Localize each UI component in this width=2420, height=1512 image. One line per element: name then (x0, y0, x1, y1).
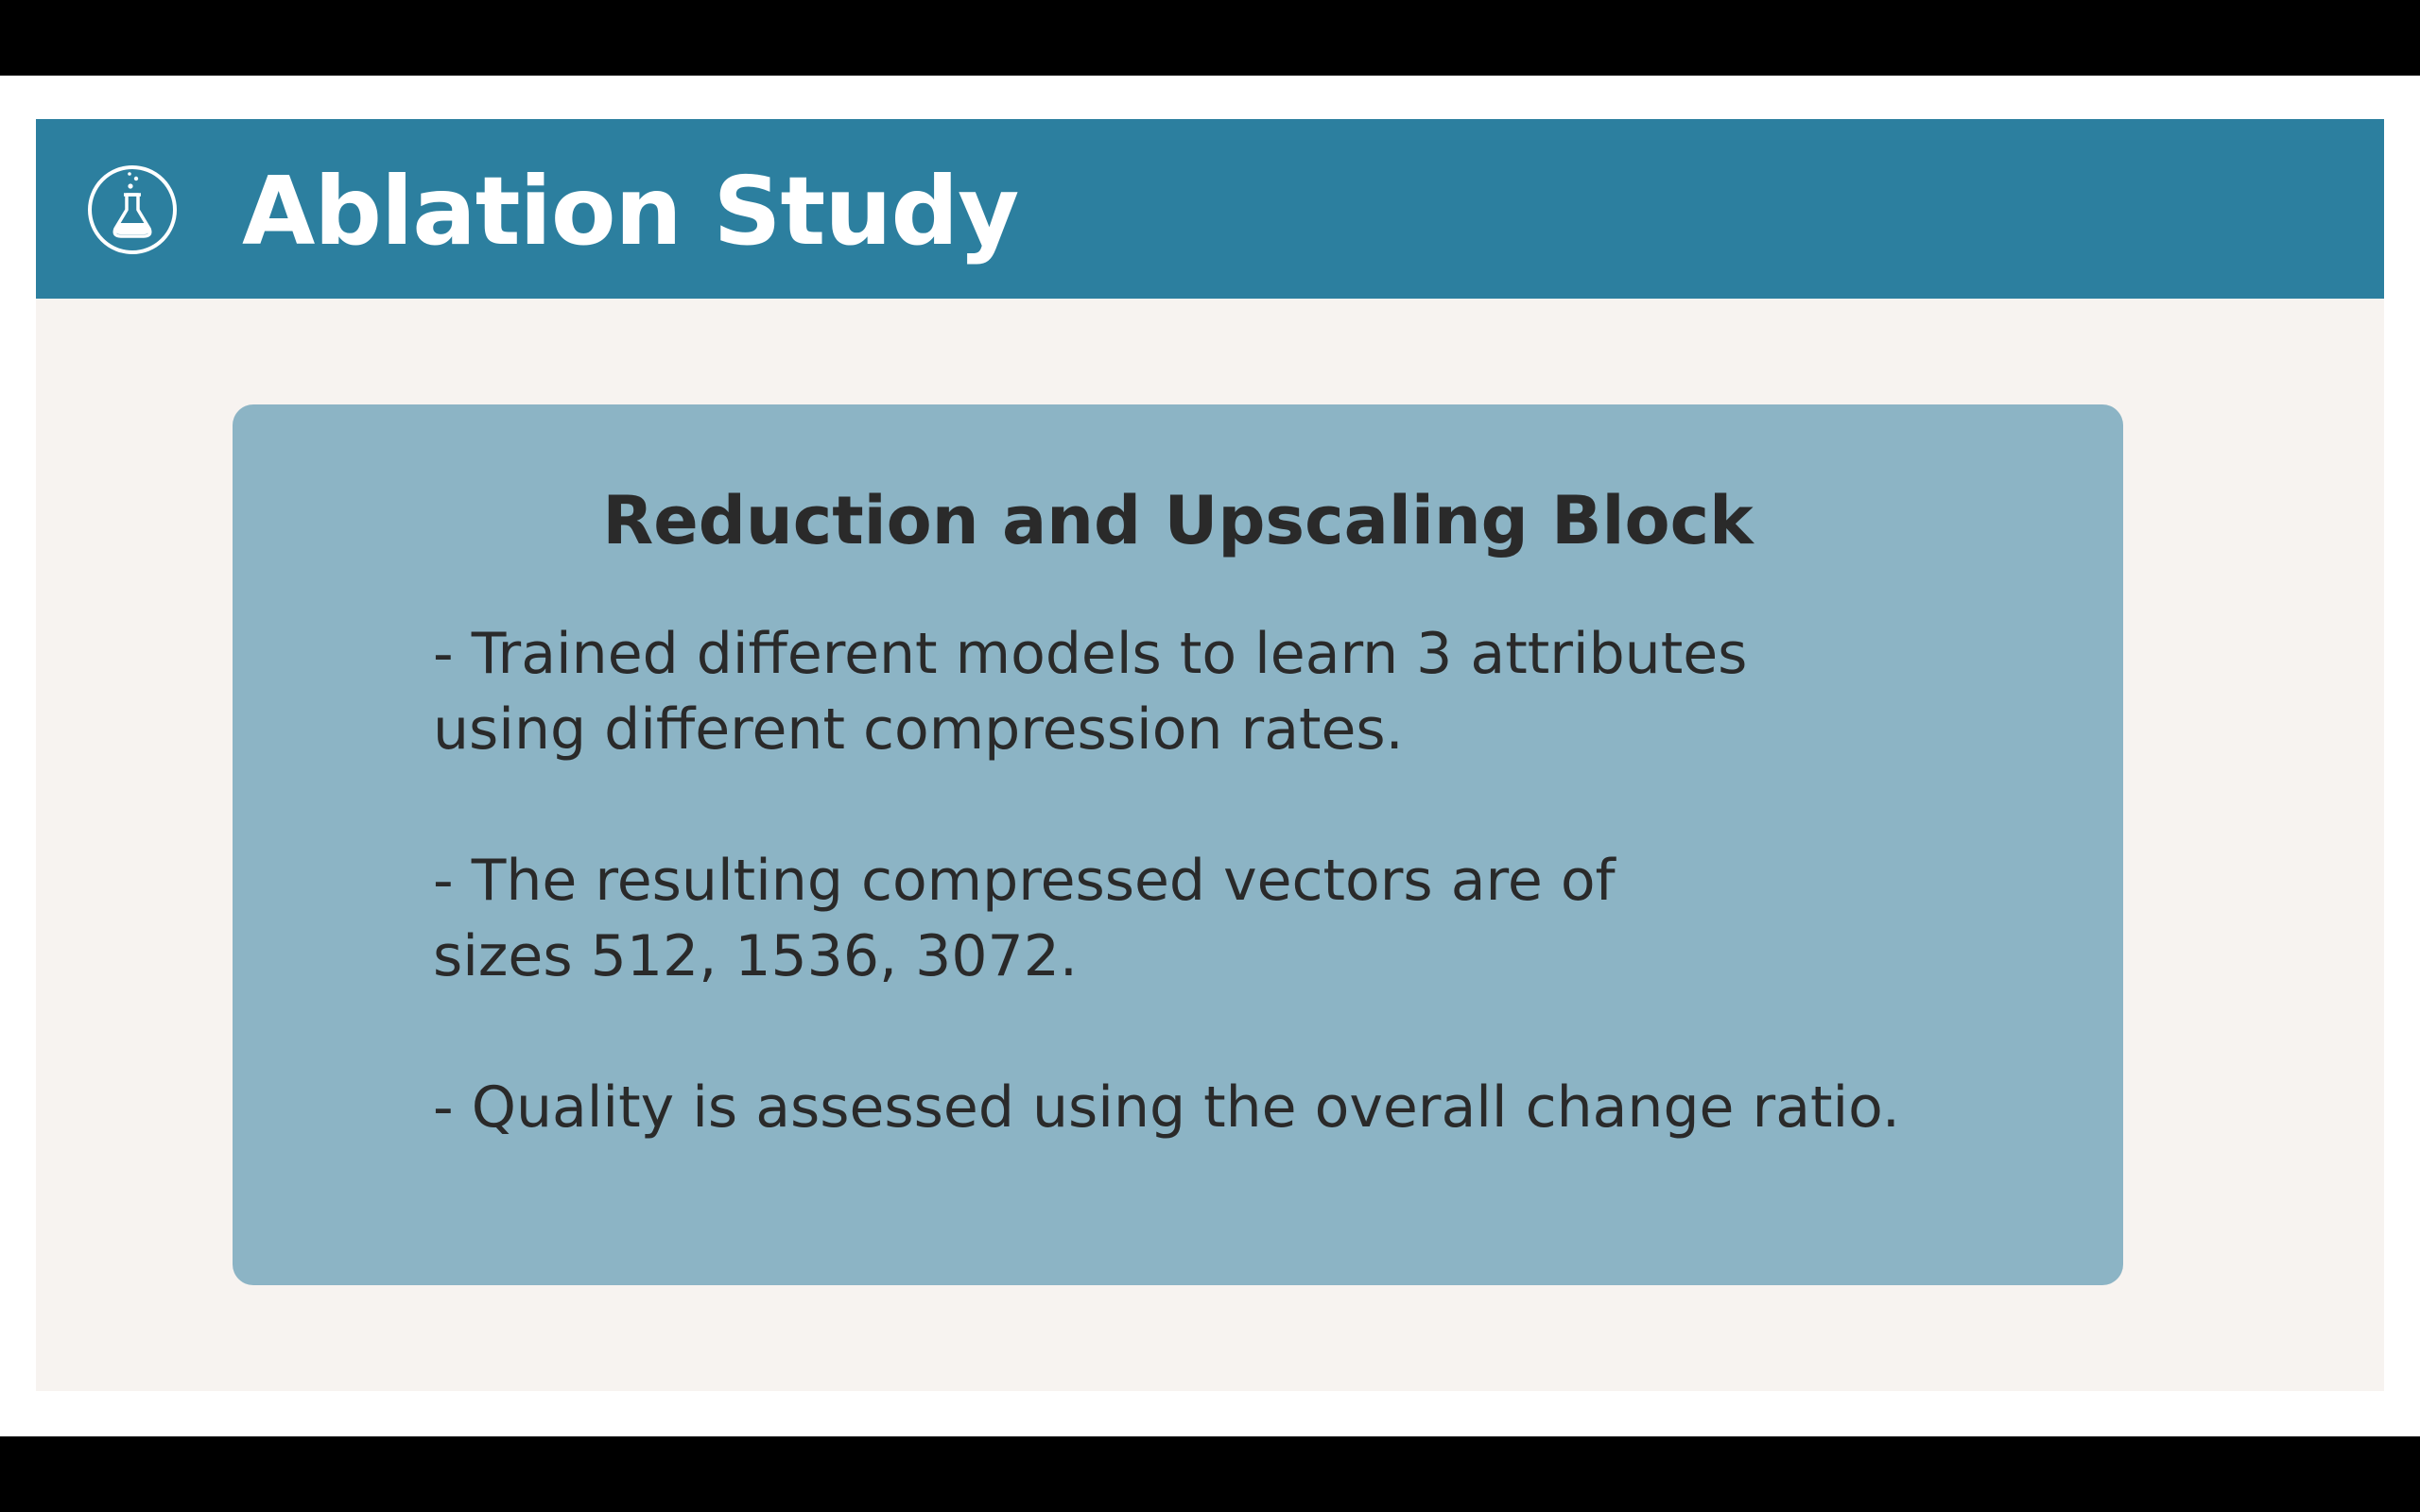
presentation-slide: Ablation Study Reduction and Upscaling B… (0, 76, 2420, 1436)
bullet-line: - Quality is assessed using the overall … (433, 1074, 1900, 1141)
bullet-line: sizes 512, 1536, 3072. (433, 923, 1078, 989)
letterbox-bottom (0, 1436, 2420, 1512)
bullet-item: - Trained different models to learn 3 at… (433, 616, 1747, 767)
bullet-line: - The resulting compressed vectors are o… (433, 848, 1616, 914)
bullet-item: - Quality is assessed using the overall … (433, 1070, 1900, 1145)
header-bar: Ablation Study (36, 119, 2384, 299)
bullet-line: - Trained different models to learn 3 at… (433, 621, 1748, 687)
bullet-item: - The resulting compressed vectors are o… (433, 843, 1616, 994)
bullet-line: using different compression rates. (433, 696, 1404, 763)
card-heading: Reduction and Upscaling Block (602, 482, 1754, 559)
letterbox-top (0, 0, 2420, 76)
slide-canvas: Ablation Study Reduction and Upscaling B… (36, 119, 2384, 1391)
slide-title: Ablation Study (242, 156, 1019, 266)
flask-icon (88, 165, 177, 254)
content-card: Reduction and Upscaling Block - Trained … (233, 404, 2123, 1285)
